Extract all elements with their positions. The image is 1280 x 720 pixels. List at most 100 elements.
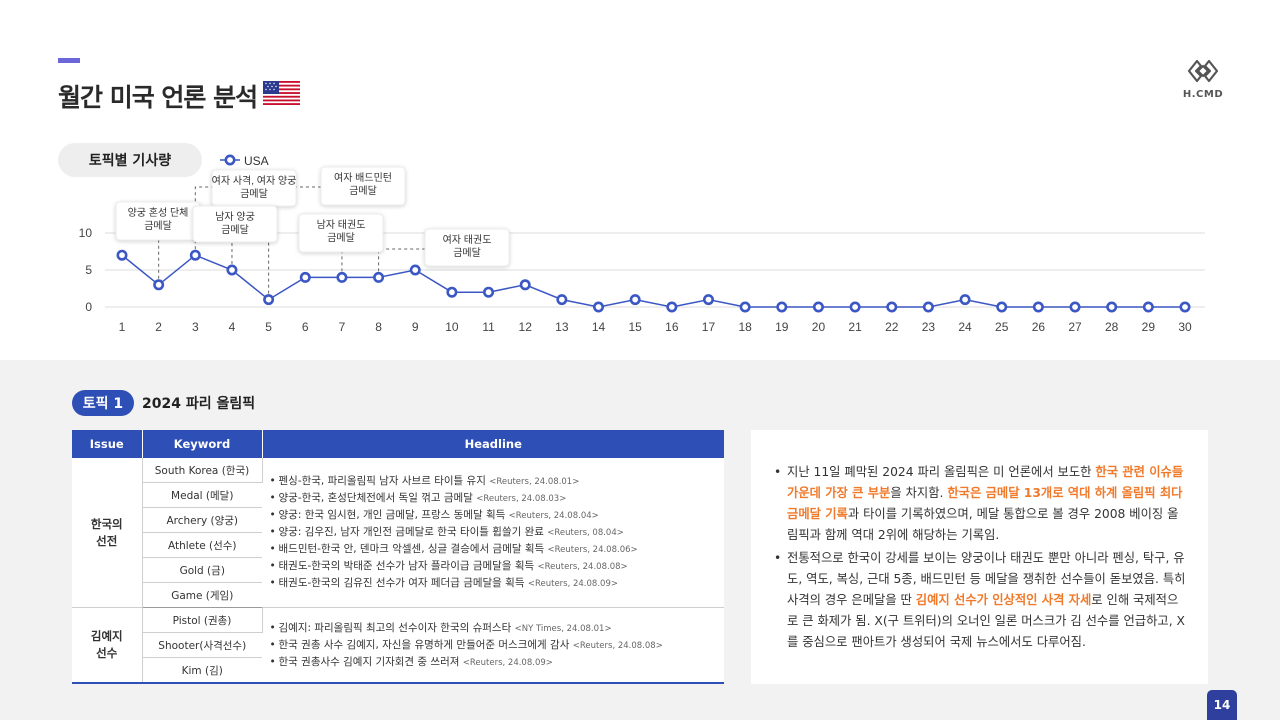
headline-source: <Reuters, 24.08.01> (489, 477, 580, 487)
annotation-text: 금메달 (453, 247, 481, 259)
headline-text: 펜싱-한국, 파리올림픽 남자 사브르 타이틀 유지 (278, 475, 486, 487)
annotation-box (192, 205, 278, 243)
header-headline: Headline (262, 430, 724, 458)
x-tick-label: 14 (592, 320, 606, 334)
chart-section-label: 토픽별 기사량 (58, 143, 202, 177)
annotation-text: 여자 사격, 여자 양궁 (212, 174, 297, 187)
annotation-text: 금메달 (240, 188, 268, 200)
headline-item: 태권도-한국의 김유진 선수가 여자 페더급 금메달을 획득 <Reuters,… (270, 575, 719, 592)
x-tick-label: 19 (775, 320, 789, 334)
x-tick-label: 25 (995, 320, 1009, 334)
y-tick-label: 10 (79, 226, 93, 240)
data-point (226, 264, 238, 276)
x-tick-label: 29 (1142, 320, 1156, 334)
summary-highlight: 한국 관련 이슈들 가운데 가장 큰 부분 (787, 465, 1184, 500)
annotation-text: 금메달 (144, 220, 172, 232)
keyword-cell: Game (게임) (142, 582, 262, 608)
headline-source: <NY Times, 24.08.01> (514, 623, 612, 634)
headline-cell: 펜싱-한국, 파리올림픽 남자 사브르 타이틀 유지 <Reuters, 24.… (262, 458, 724, 608)
data-point (922, 301, 934, 313)
table-row: 김예지 선수 Pistol (권총) 김예지: 파리올림픽 최고의 선수이자 한… (72, 607, 724, 684)
hcmd-logo-icon (1187, 59, 1219, 83)
x-tick-label: 20 (812, 320, 826, 334)
annotation-text: 여자 태권도 (443, 234, 492, 246)
x-tick-label: 27 (1068, 320, 1082, 334)
x-tick-label: 9 (412, 320, 419, 334)
data-point (1106, 301, 1118, 313)
page-title: 월간 미국 언론 분석 (58, 83, 258, 112)
data-point (739, 301, 751, 313)
data-point (996, 301, 1008, 313)
table-header-row: Issue Keyword Headline (72, 430, 724, 458)
headline-text: 한국 권총사수 김예지 기자회견 중 쓰러져 (278, 655, 460, 668)
x-tick-label: 12 (519, 320, 533, 334)
data-point (629, 294, 641, 306)
table-row: Kim (김) (72, 657, 724, 684)
hcmd-logo: H.CMD (1180, 57, 1226, 101)
summary-item: 지난 11일 폐막된 2024 파리 올림픽은 미 언론에서 보도한 한국 관련… (774, 462, 1186, 546)
summary-list: 지난 11일 폐막된 2024 파리 올림픽은 미 언론에서 보도한 한국 관련… (751, 430, 1208, 653)
issue-line: 선전 (96, 533, 118, 548)
x-tick-label: 18 (738, 320, 752, 334)
data-point (776, 301, 788, 313)
data-point (153, 279, 165, 291)
data-point (409, 264, 421, 276)
headline-item: 배드민턴-한국 안, 덴마크 악셀센, 싱글 결승에서 금메달 획득 <Reut… (270, 541, 719, 558)
summary-text: 을 차지함. (890, 486, 948, 500)
annotation-text: 금메달 (221, 224, 249, 236)
x-tick-label: 16 (665, 320, 679, 334)
table-row: Archery (양궁) (72, 507, 724, 533)
headline-text: 태권도-한국의 김유진 선수가 여자 페더급 금메달을 획득 (278, 577, 525, 589)
summary-item: 전통적으로 한국이 강세를 보이는 양궁이나 태권도 뿐만 아니라 펜싱, 탁구… (774, 548, 1186, 653)
table-row: Athlete (선수) (72, 532, 724, 558)
data-point (959, 294, 971, 306)
headline-source: <Reuters, 24.08.09> (527, 579, 618, 589)
data-point (666, 301, 678, 313)
issue-line: 한국의 (90, 516, 123, 531)
title-accent-bar (58, 58, 80, 63)
x-tick-label: 2 (155, 320, 162, 334)
x-tick-label: 23 (922, 320, 936, 334)
annotation-leader (378, 248, 425, 272)
headline-text: 양궁: 김우진, 남자 개인전 금메달로 한국 타이틀 휩쓸기 완료 (278, 526, 544, 538)
header-keyword: Keyword (142, 430, 263, 458)
annotation-text: 남자 양궁 (215, 211, 255, 223)
x-tick-label: 24 (958, 320, 972, 334)
data-point (849, 301, 861, 313)
data-point (1069, 301, 1081, 313)
annotation-box (424, 228, 510, 267)
headline-list: 펜싱-한국, 파리올림픽 남자 사브르 타이틀 유지 <Reuters, 24.… (269, 473, 719, 592)
headline-text: 양궁-한국, 혼성단체전에서 독일 꺾고 금메달 (278, 492, 473, 504)
summary-text: 로 인해 국제적으로 큰 화제가 됨. X(구 트위터)의 오너인 일론 머스크… (787, 593, 1185, 649)
series-line-usa (121, 254, 1185, 308)
summary-text: 지난 11일 폐막된 2024 파리 올림픽은 미 언론에서 보도한 (787, 465, 1096, 479)
headline-text: 한국 권총 사수 김예지, 자신을 유명하게 만들어준 머스크에게 감사 (278, 638, 570, 651)
data-point (812, 301, 824, 313)
us-flag-icon (263, 81, 300, 105)
x-tick-label: 6 (302, 320, 309, 334)
data-point (299, 271, 311, 283)
legend-marker (224, 154, 236, 166)
data-point (263, 294, 275, 306)
data-point (593, 301, 605, 313)
data-point (1032, 301, 1044, 313)
keyword-cell: Athlete (선수) (142, 532, 262, 558)
data-point (1179, 301, 1191, 313)
issue-cell: 한국의 선전 (72, 458, 143, 608)
logo-text: H.CMD (1182, 89, 1224, 100)
x-tick-label: 1 (119, 320, 126, 334)
issue-line: 김예지 (90, 629, 123, 643)
headline-text: 김예지: 파리올림픽 최고의 선수이자 한국의 슈퍼스타 (278, 621, 512, 634)
x-tick-label: 26 (1032, 320, 1046, 334)
headline-text: 배드민턴-한국 안, 덴마크 악셀센, 싱글 결승에서 금메달 획득 (278, 543, 545, 555)
x-tick-label: 3 (192, 320, 199, 334)
headline-source: <Reuters, 24.08.08> (572, 640, 663, 651)
data-point (1142, 301, 1154, 313)
keyword-cell: Gold (금) (142, 557, 262, 583)
headline-source: <Reuters, 24.08.08> (537, 562, 628, 572)
data-point (336, 271, 348, 283)
y-tick-label: 5 (85, 263, 92, 277)
summary-highlight: 김예지 선수가 인상적인 사격 자세 (915, 593, 1092, 607)
x-tick-label: 7 (339, 320, 346, 334)
